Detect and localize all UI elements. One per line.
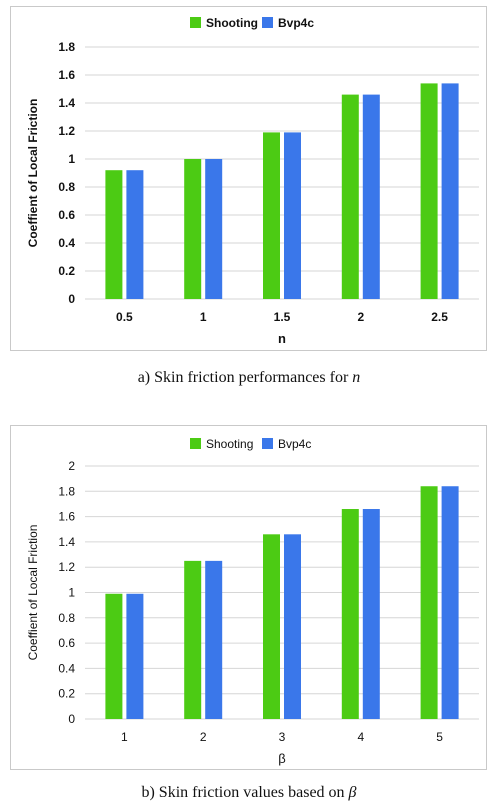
- x-axis-label: n: [278, 331, 286, 346]
- x-tick-label: 4: [357, 730, 364, 744]
- x-tick-label: 1: [121, 730, 128, 744]
- caption-a: a) Skin friction performances for n: [0, 369, 498, 387]
- chart-panel-a: 0 0.2 0.4 0.6 0.8 1 1.2 1.4 1.6 1.8 0.5 1 1.5 2 2.5 n Co…: [10, 6, 487, 351]
- bar-bvp4c-3: [284, 534, 301, 719]
- x-axis-label: β: [278, 751, 285, 766]
- bar-shooting-2_5: [420, 83, 438, 300]
- x-tick-label: 2: [200, 730, 207, 744]
- y-tick-label: 1.4: [58, 96, 75, 110]
- legend-label-bvp4c: Bvp4c: [278, 437, 311, 451]
- bar-bvp4c-1: [205, 159, 223, 299]
- bar-bvp4c-5: [441, 486, 459, 719]
- chart-a-svg: 0 0.2 0.4 0.6 0.8 1 1.2 1.4 1.6 1.8 0.5 1 1.5 2 2.5 n Co…: [26, 16, 479, 346]
- y-tick-label: 0.8: [58, 180, 75, 194]
- y-tick-label: 0: [68, 712, 75, 726]
- x-tick-label: 1.5: [274, 310, 291, 324]
- bar-shooting-1_5: [263, 132, 280, 299]
- y-tick-label: 0: [68, 292, 75, 306]
- y-tick-label: 0.4: [58, 236, 75, 250]
- y-tick-label: 2: [68, 459, 75, 473]
- legend-label-bvp4c: Bvp4c: [278, 16, 314, 30]
- caption-b: b) Skin friction values based on β: [0, 784, 498, 802]
- y-tick-label: 1.2: [58, 560, 75, 574]
- y-tick-label: 1: [68, 586, 75, 600]
- bar-bvp4c-0_5: [126, 170, 144, 299]
- y-tick-label: 0.8: [58, 611, 75, 625]
- caption-b-variable: β: [348, 784, 357, 801]
- legend-label-shooting: Shooting: [206, 16, 258, 30]
- x-tick-label: 5: [436, 730, 443, 744]
- legend-swatch-shooting: [190, 17, 201, 28]
- legend-swatch-bvp4c: [262, 438, 273, 449]
- bar-shooting-0_5: [105, 170, 123, 299]
- caption-a-variable: n: [352, 369, 361, 386]
- legend-swatch-shooting: [190, 438, 201, 449]
- chart-panel-b: 0 0.2 0.4 0.6 0.8 1 1.2 1.4 1.6 1.8 2 1 2 3 4 5 β Coeffie…: [10, 425, 487, 770]
- bar-shooting-2: [184, 560, 202, 719]
- y-tick-label: 0.6: [58, 208, 75, 222]
- caption-a-text: a) Skin friction performances for: [137, 369, 353, 386]
- x-tick-label: 2: [357, 310, 364, 324]
- bar-bvp4c-2: [205, 560, 223, 719]
- bar-shooting-4: [341, 509, 359, 719]
- chart-b-svg: 0 0.2 0.4 0.6 0.8 1 1.2 1.4 1.6 1.8 2 1 2 3 4 5 β Coeffie…: [26, 437, 479, 766]
- y-tick-label: 0.6: [58, 636, 75, 650]
- x-tick-label: 0.5: [116, 310, 133, 324]
- caption-b-text: b) Skin friction values based on: [141, 784, 349, 801]
- y-tick-label: 1: [68, 152, 75, 166]
- y-tick-label: 0.4: [58, 661, 75, 675]
- y-tick-label: 1.6: [58, 510, 75, 524]
- y-axis-label: Coeffient of Local Friction: [26, 525, 40, 661]
- y-tick-label: 1.8: [58, 484, 75, 498]
- y-tick-label: 1.6: [58, 68, 75, 82]
- y-tick-label: 1.2: [58, 124, 75, 138]
- bar-shooting-3: [263, 534, 280, 719]
- x-tick-label: 1: [200, 310, 207, 324]
- legend-label-shooting: Shooting: [206, 437, 253, 451]
- bar-bvp4c-1: [126, 593, 144, 719]
- y-axis-label: Coeffient of Local Friction: [26, 99, 40, 248]
- bar-bvp4c-2: [362, 94, 380, 299]
- bar-bvp4c-1_5: [284, 132, 301, 299]
- y-tick-label: 0.2: [58, 264, 75, 278]
- bar-bvp4c-2_5: [441, 83, 459, 300]
- x-tick-label: 3: [279, 730, 286, 744]
- bar-shooting-2: [341, 94, 359, 299]
- bar-bvp4c-4: [362, 509, 380, 719]
- bar-shooting-1: [184, 159, 202, 299]
- bar-shooting-5: [420, 486, 438, 719]
- x-tick-label: 2.5: [431, 310, 448, 324]
- bar-shooting-1: [105, 593, 123, 719]
- legend-swatch-bvp4c: [262, 17, 273, 28]
- y-tick-label: 0.2: [58, 687, 75, 701]
- y-tick-label: 1.4: [58, 535, 75, 549]
- y-tick-label: 1.8: [58, 40, 75, 54]
